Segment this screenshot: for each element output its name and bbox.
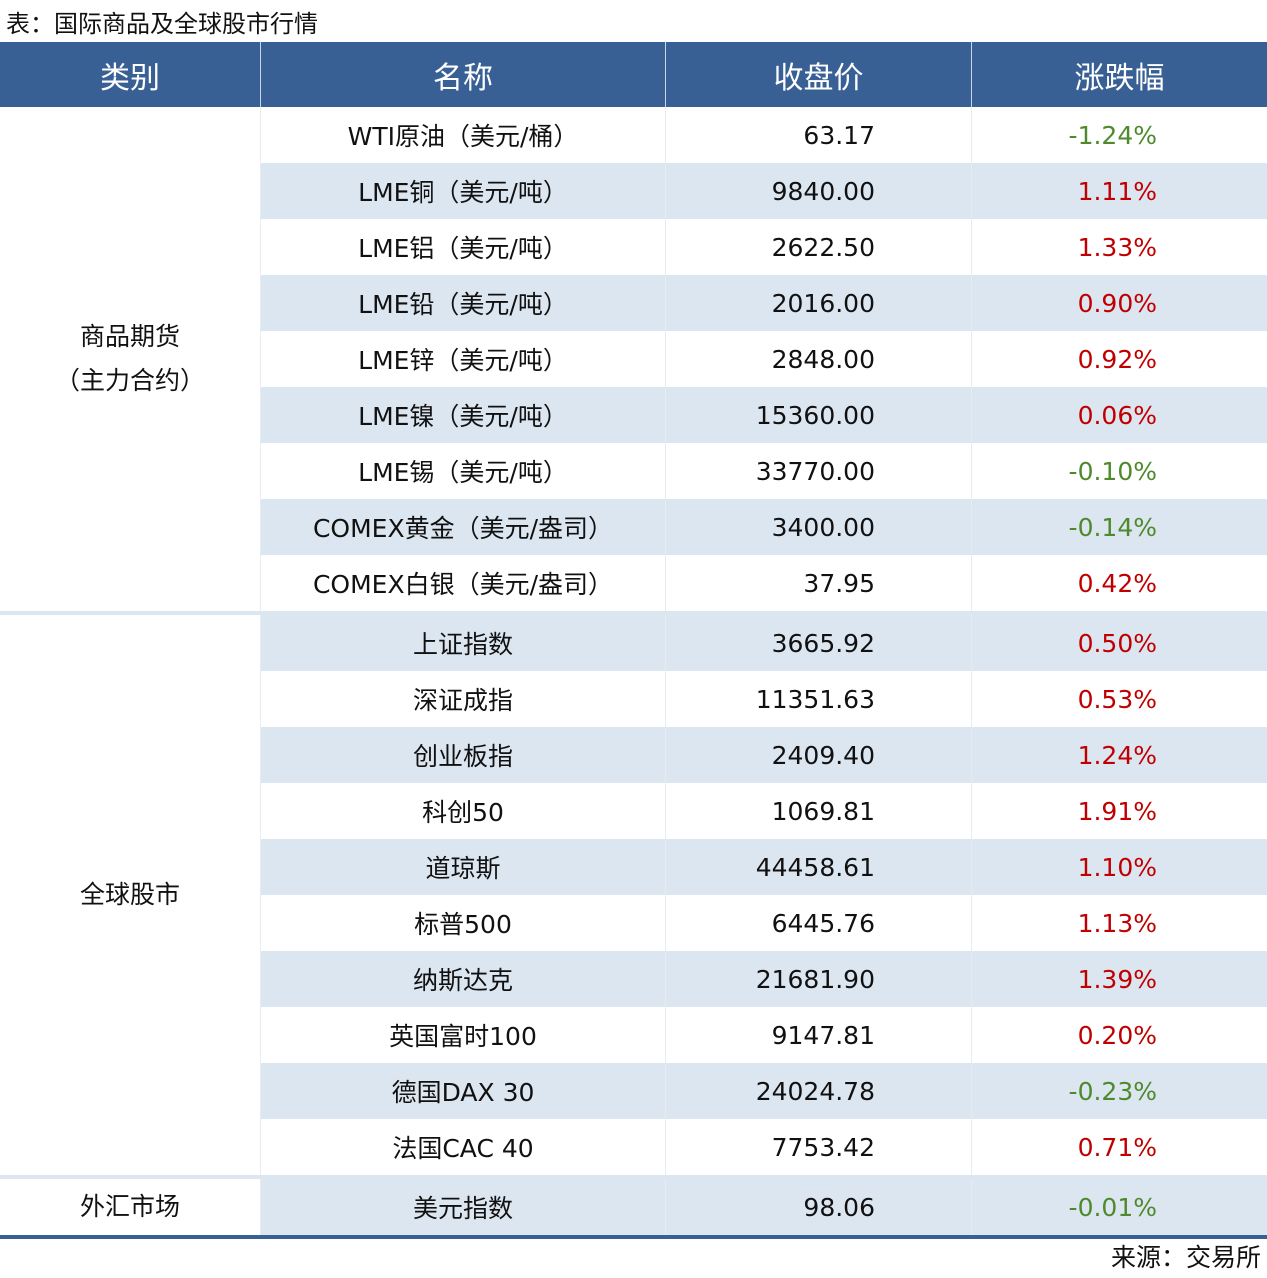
- price-cell: 2622.50: [665, 219, 972, 275]
- change-cell: 0.50%: [971, 611, 1267, 671]
- category-cell: 全球股市: [0, 611, 261, 1177]
- header-row: 类别 名称 收盘价 涨跌幅: [0, 42, 1267, 107]
- name-cell: COMEX黄金（美元/盎司）: [260, 499, 666, 555]
- category-cell: 商品期货 （主力合约）: [0, 107, 261, 613]
- change-cell: 1.39%: [971, 951, 1267, 1007]
- price-cell: 9840.00: [665, 163, 972, 219]
- change-cell: -0.01%: [971, 1175, 1267, 1235]
- name-cell: 道琼斯: [260, 839, 666, 895]
- table-row: 创业板指 2409.40 1.24%: [0, 727, 1267, 783]
- change-cell: 0.20%: [971, 1007, 1267, 1063]
- table-row: 法国CAC 40 7753.42 0.71%: [0, 1119, 1267, 1177]
- name-cell: LME铝（美元/吨）: [260, 219, 666, 275]
- table-row: 德国DAX 30 24024.78 -0.23%: [0, 1063, 1267, 1119]
- table-row: 全球股市 上证指数 3665.92 0.50%: [0, 611, 1267, 1177]
- change-cell: -1.24%: [971, 107, 1267, 163]
- header-price: 收盘价: [665, 42, 972, 107]
- table-row: 外汇市场 美元指数 98.06 -0.01%: [0, 1175, 1267, 1235]
- price-cell: 1069.81: [665, 783, 972, 839]
- table-row: 英国富时100 9147.81 0.20%: [0, 1007, 1267, 1063]
- price-cell: 21681.90: [665, 951, 972, 1007]
- price-cell: 11351.63: [665, 671, 972, 727]
- change-cell: 1.24%: [971, 727, 1267, 783]
- table-row: 商品期货 （主力合约） WTI原油（美元/桶） 63.17 -1.24%: [0, 107, 1267, 613]
- change-cell: -0.14%: [971, 499, 1267, 555]
- market-table: 类别 名称 收盘价 涨跌幅 商品期货 （主力合约） WTI原油（美元/桶） 63.1…: [0, 42, 1267, 1235]
- price-cell: 44458.61: [665, 839, 972, 895]
- change-cell: 1.13%: [971, 895, 1267, 951]
- price-cell: 37.95: [665, 555, 972, 613]
- table-body: 商品期货 （主力合约） WTI原油（美元/桶） 63.17 -1.24% LME铜（美元…: [0, 107, 1267, 1235]
- table-row: LME铅（美元/吨） 2016.00 0.90%: [0, 275, 1267, 331]
- change-cell: 1.11%: [971, 163, 1267, 219]
- source-note: 来源：交易所: [1110, 1243, 1261, 1272]
- price-cell: 3400.00: [665, 499, 972, 555]
- price-cell: 2016.00: [665, 275, 972, 331]
- name-cell: LME镍（美元/吨）: [260, 387, 666, 443]
- price-cell: 24024.78: [665, 1063, 972, 1119]
- header-change: 涨跌幅: [971, 42, 1267, 107]
- table-row: 深证成指 11351.63 0.53%: [0, 671, 1267, 727]
- name-cell: WTI原油（美元/桶）: [260, 107, 666, 163]
- name-cell: 深证成指: [260, 671, 666, 727]
- name-cell: LME铜（美元/吨）: [260, 163, 666, 219]
- change-cell: 1.91%: [971, 783, 1267, 839]
- change-cell: 1.10%: [971, 839, 1267, 895]
- table-row: 标普500 6445.76 1.13%: [0, 895, 1267, 951]
- name-cell: 法国CAC 40: [260, 1119, 666, 1177]
- change-cell: 1.33%: [971, 219, 1267, 275]
- price-cell: 98.06: [665, 1175, 972, 1235]
- name-cell: 标普500: [260, 895, 666, 951]
- name-cell: 创业板指: [260, 727, 666, 783]
- name-cell: 德国DAX 30: [260, 1063, 666, 1119]
- change-cell: 0.53%: [971, 671, 1267, 727]
- table-title: 表：国际商品及全球股市行情: [6, 10, 318, 38]
- table-row: 科创50 1069.81 1.91%: [0, 783, 1267, 839]
- name-cell: LME铅（美元/吨）: [260, 275, 666, 331]
- header-name: 名称: [260, 42, 666, 107]
- price-cell: 15360.00: [665, 387, 972, 443]
- table-row: LME铜（美元/吨） 9840.00 1.11%: [0, 163, 1267, 219]
- category-cell: 外汇市场: [0, 1175, 261, 1235]
- price-cell: 33770.00: [665, 443, 972, 499]
- change-cell: 0.42%: [971, 555, 1267, 613]
- price-cell: 3665.92: [665, 611, 972, 671]
- table-row: LME锌（美元/吨） 2848.00 0.92%: [0, 331, 1267, 387]
- price-cell: 2848.00: [665, 331, 972, 387]
- name-cell: COMEX白银（美元/盎司）: [260, 555, 666, 613]
- name-cell: 纳斯达克: [260, 951, 666, 1007]
- change-cell: 0.92%: [971, 331, 1267, 387]
- price-cell: 2409.40: [665, 727, 972, 783]
- price-cell: 7753.42: [665, 1119, 972, 1177]
- table-row: COMEX白银（美元/盎司） 37.95 0.42%: [0, 555, 1267, 613]
- name-cell: LME锌（美元/吨）: [260, 331, 666, 387]
- change-cell: 0.71%: [971, 1119, 1267, 1177]
- name-cell: 上证指数: [260, 611, 666, 671]
- price-cell: 6445.76: [665, 895, 972, 951]
- header-category: 类别: [0, 42, 261, 107]
- table-row: LME铝（美元/吨） 2622.50 1.33%: [0, 219, 1267, 275]
- table-row: LME锡（美元/吨） 33770.00 -0.10%: [0, 443, 1267, 499]
- price-cell: 9147.81: [665, 1007, 972, 1063]
- table-bottom-border: [0, 1235, 1267, 1239]
- name-cell: 科创50: [260, 783, 666, 839]
- change-cell: -0.23%: [971, 1063, 1267, 1119]
- change-cell: -0.10%: [971, 443, 1267, 499]
- change-cell: 0.06%: [971, 387, 1267, 443]
- table-row: 纳斯达克 21681.90 1.39%: [0, 951, 1267, 1007]
- table-row: 道琼斯 44458.61 1.10%: [0, 839, 1267, 895]
- name-cell: LME锡（美元/吨）: [260, 443, 666, 499]
- name-cell: 美元指数: [260, 1175, 666, 1235]
- name-cell: 英国富时100: [260, 1007, 666, 1063]
- price-cell: 63.17: [665, 107, 972, 163]
- table-row: LME镍（美元/吨） 15360.00 0.06%: [0, 387, 1267, 443]
- change-cell: 0.90%: [971, 275, 1267, 331]
- table-row: COMEX黄金（美元/盎司） 3400.00 -0.14%: [0, 499, 1267, 555]
